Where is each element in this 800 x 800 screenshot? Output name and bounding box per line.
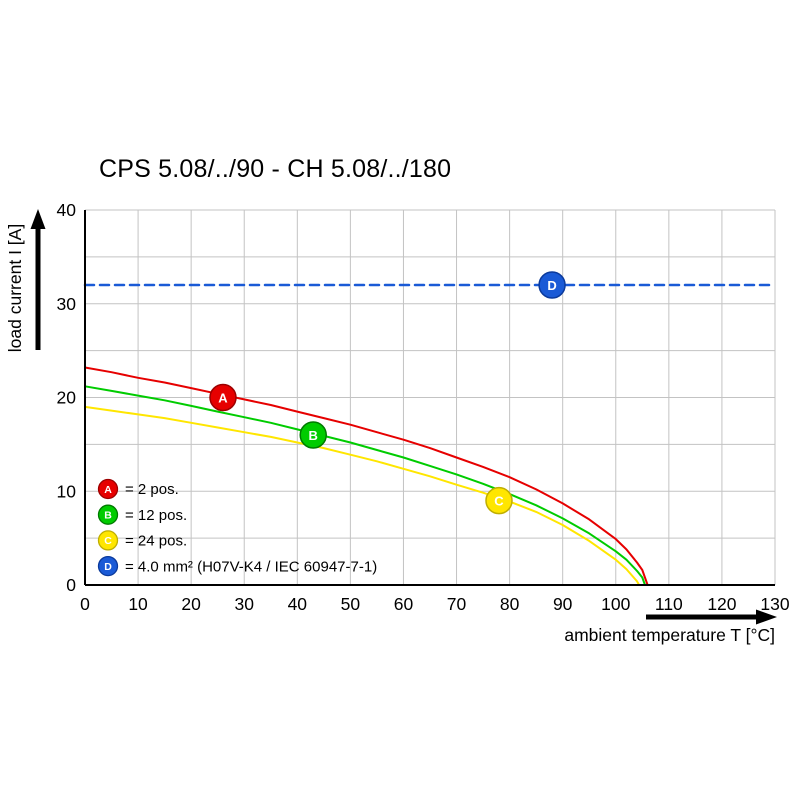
y-tick-label: 20: [57, 388, 77, 408]
legend-marker-B: [97, 504, 119, 525]
x-tick-label: 100: [601, 594, 630, 614]
x-tick-label: 80: [500, 594, 520, 614]
x-tick-label: 50: [341, 594, 361, 614]
x-tick-label: 120: [707, 594, 736, 614]
series-B-curve: [84, 385, 646, 586]
legend-marker-C: [97, 530, 119, 551]
y-tick-label: 0: [66, 575, 76, 595]
x-tick-label: 130: [760, 594, 789, 614]
x-tick-label: 70: [447, 594, 467, 614]
marker-B-label: B: [309, 428, 318, 443]
y-tick-label: 40: [57, 200, 77, 220]
marker-D: [538, 271, 566, 299]
legend-label-B: = 12 pos.: [125, 507, 187, 524]
x-tick-label: 20: [181, 594, 201, 614]
x-axis-arrow-head: [756, 609, 777, 625]
x-tick-label: 40: [288, 594, 308, 614]
x-tick-label: 110: [655, 594, 683, 614]
legend-marker-D: [97, 555, 119, 577]
marker-C-label: C: [494, 493, 504, 508]
y-tick-label: 10: [57, 481, 77, 501]
legend-marker-D-letter: D: [104, 561, 112, 573]
marker-A: [209, 383, 237, 412]
y-axis-arrow-head: [30, 209, 46, 229]
x-tick-label: 10: [128, 594, 148, 614]
legend-label-D: = 4.0 mm² (H07V-K4 / IEC 60947-7-1): [125, 558, 377, 575]
legend-marker-C-letter: C: [104, 535, 112, 547]
y-tick-label: 30: [57, 294, 77, 314]
x-axis-label: ambient temperature T [°C]: [564, 625, 775, 645]
marker-C: [485, 486, 513, 515]
legend-marker-B-letter: B: [104, 510, 112, 522]
x-tick-label: 90: [553, 594, 573, 614]
series-C-curve: [84, 405, 641, 586]
marker-B: [299, 421, 327, 449]
x-tick-label: 60: [394, 594, 414, 614]
legend-label-A: = 2 pos.: [125, 481, 179, 498]
legend-marker-A-letter: A: [104, 484, 112, 496]
chart-title: CPS 5.08/../90 - CH 5.08/../180: [99, 155, 452, 183]
series-A-curve: [84, 366, 649, 586]
marker-A-label: A: [218, 390, 228, 405]
legend-label-C: = 24 pos.: [125, 533, 187, 550]
legend-marker-A: [97, 478, 119, 500]
x-tick-label: 30: [234, 594, 254, 614]
x-tick-label: 0: [80, 594, 90, 614]
marker-D-label: D: [547, 278, 556, 293]
y-axis-label: load current I [A]: [5, 224, 25, 352]
